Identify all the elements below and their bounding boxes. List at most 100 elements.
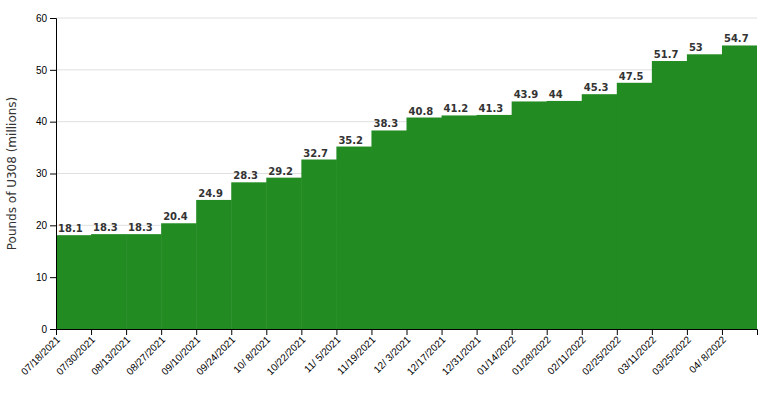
step xyxy=(547,101,583,329)
y-tick-mark xyxy=(50,225,56,226)
y-tick: 30 xyxy=(36,168,56,179)
x-tick: 09/24/2021 xyxy=(194,329,237,377)
x-tick-mark xyxy=(336,329,337,335)
step xyxy=(231,182,267,329)
step xyxy=(371,130,407,329)
step xyxy=(91,234,127,329)
data-label: 18.3 xyxy=(93,222,118,233)
step xyxy=(687,54,723,329)
grid-line xyxy=(56,18,757,19)
x-tick-mark xyxy=(196,329,197,335)
data-label: 24.9 xyxy=(198,188,223,199)
step xyxy=(512,101,548,329)
x-tick-mark xyxy=(722,329,723,335)
y-tick-mark xyxy=(50,329,56,330)
x-tick-label: 11/19/2021 xyxy=(335,334,378,377)
step xyxy=(56,235,92,329)
y-tick-mark xyxy=(50,277,56,278)
data-label: 40.8 xyxy=(409,106,434,117)
x-tick-label: 03/25/2022 xyxy=(650,334,693,377)
x-tick-mark xyxy=(266,329,267,335)
y-tick: 40 xyxy=(36,116,56,127)
x-tick-mark xyxy=(126,329,127,335)
x-tick-mark xyxy=(371,329,372,335)
data-label: 41.2 xyxy=(444,103,469,114)
data-label: 45.3 xyxy=(584,82,609,93)
step xyxy=(196,200,232,329)
y-tick: 10 xyxy=(36,272,56,283)
y-tick: 60 xyxy=(36,13,56,24)
x-tick-mark xyxy=(512,329,513,335)
x-tick-mark xyxy=(442,329,443,335)
step xyxy=(617,83,653,329)
x-tick-mark xyxy=(582,329,583,335)
y-axis-line xyxy=(50,19,57,330)
y-tick-label: 10 xyxy=(36,272,48,283)
data-label: 38.3 xyxy=(373,118,398,129)
y-tick-label: 0 xyxy=(41,324,47,335)
x-tick: 10/22/2021 xyxy=(264,329,307,377)
y-axis: 0 10 20 30 40 50 60 xyxy=(36,13,57,335)
x-tick-mark xyxy=(547,329,548,335)
step xyxy=(161,223,197,329)
x-tick-mark xyxy=(91,329,92,335)
y-tick-mark xyxy=(50,122,56,123)
x-tick-mark xyxy=(161,329,162,335)
data-label: 43.9 xyxy=(514,89,539,100)
x-tick-mark xyxy=(617,329,618,335)
grid xyxy=(56,18,757,329)
data-label: 18.1 xyxy=(58,223,83,234)
data-label: 44 xyxy=(549,89,563,100)
step xyxy=(301,160,337,329)
data-labels: 18.1 18.3 18.3 20.4 24.9 28.3 29.2 32.7 35.2 38.3… xyxy=(58,33,749,234)
x-tick-label: 10/22/2021 xyxy=(264,334,307,377)
x-axis-line xyxy=(57,330,758,336)
step xyxy=(477,115,513,329)
step xyxy=(442,115,478,329)
data-label: 35.2 xyxy=(338,135,363,146)
x-tick: 11/19/2021 xyxy=(335,329,378,377)
x-tick-label: 09/24/2021 xyxy=(194,334,237,377)
x-tick-label: 04/ 8/2022 xyxy=(687,334,729,376)
y-tick-label: 60 xyxy=(36,13,48,24)
x-tick-mark xyxy=(477,329,478,335)
y-tick-mark xyxy=(50,174,56,175)
x-axis: 07/18/202107/30/202108/13/202108/27/2021… xyxy=(19,329,758,377)
step xyxy=(652,61,688,329)
data-label: 29.2 xyxy=(268,166,293,177)
data-label: 41.3 xyxy=(479,103,504,114)
x-tick-mark xyxy=(301,329,302,335)
chart-svg: 0 10 20 30 40 50 60 07/18/202107/30/202108/13/2… xyxy=(0,0,775,403)
step xyxy=(407,118,443,329)
data-label: 28.3 xyxy=(233,170,258,181)
plot: 0 10 20 30 40 50 60 07/18/202107/30/202108/13/2… xyxy=(19,13,758,377)
x-tick-mark xyxy=(407,329,408,335)
data-label: 32.7 xyxy=(303,148,328,159)
y-tick-label: 50 xyxy=(36,65,48,76)
data-label: 18.3 xyxy=(128,222,153,233)
y-tick-label: 20 xyxy=(36,220,48,231)
x-tick-mark xyxy=(56,329,57,335)
y-tick-mark xyxy=(50,18,56,19)
x-tick-mark xyxy=(687,329,688,335)
y-tick-mark xyxy=(50,70,56,71)
y-tick: 50 xyxy=(36,65,56,76)
x-tick: 03/25/2022 xyxy=(650,329,693,377)
y-tick-label: 30 xyxy=(36,168,48,179)
step xyxy=(336,147,372,329)
y-tick-label: 40 xyxy=(36,116,48,127)
data-label: 51.7 xyxy=(654,49,679,60)
x-tick-mark xyxy=(652,329,653,335)
step xyxy=(126,234,162,329)
data-label: 47.5 xyxy=(619,71,644,82)
y-axis-title: Pounds of U308 (millions) xyxy=(5,97,19,251)
data-label: 20.4 xyxy=(163,211,188,222)
y-tick: 20 xyxy=(36,220,56,231)
chart-container: 0 10 20 30 40 50 60 07/18/202107/30/202108/13/2… xyxy=(0,0,775,403)
x-tick: 04/ 8/2022 xyxy=(687,329,729,375)
step xyxy=(722,45,757,329)
step xyxy=(266,178,302,329)
step xyxy=(582,94,618,329)
data-label: 54.7 xyxy=(724,33,749,44)
y-tick: 0 xyxy=(41,324,56,335)
